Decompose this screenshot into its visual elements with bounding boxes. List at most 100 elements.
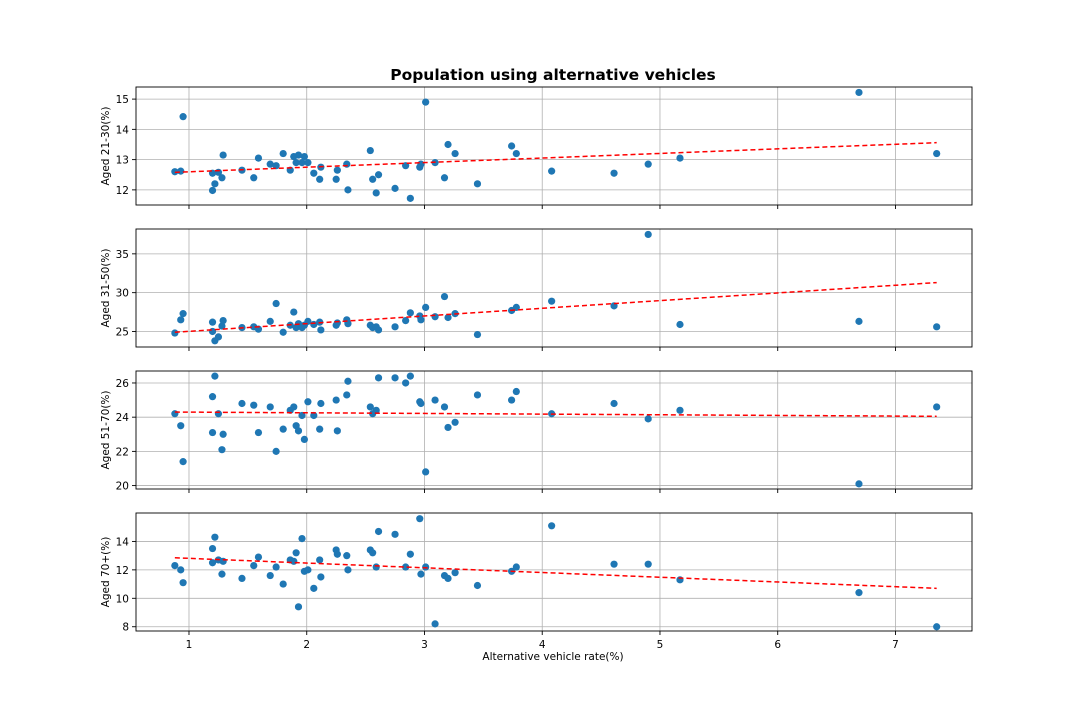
data-point — [444, 313, 452, 322]
data-point — [316, 425, 324, 433]
data-point — [416, 515, 424, 523]
data-point — [548, 297, 556, 305]
data-point — [171, 329, 179, 337]
data-point — [548, 522, 556, 530]
data-point — [417, 160, 425, 168]
data-points — [171, 88, 941, 202]
data-point — [208, 544, 217, 553]
data-point — [238, 399, 246, 408]
subplot-1: 12 13 14 15 Aged 21-30(%) — [100, 86, 973, 209]
x-tick-label: 2 — [303, 639, 310, 651]
data-point — [171, 410, 179, 418]
data-point — [333, 427, 341, 435]
chart-title: Population using alternative vehicles — [390, 66, 716, 84]
data-point — [344, 377, 352, 385]
data-point — [372, 406, 380, 414]
data-point — [473, 330, 482, 339]
data-point — [431, 620, 439, 628]
data-point — [855, 317, 863, 325]
data-point — [310, 169, 318, 177]
y-tick-label: 15 — [116, 94, 129, 106]
y-tick-label: 35 — [116, 249, 129, 261]
data-point — [332, 396, 340, 404]
subplot-2: 25 30 35 Aged 31-50(%) — [100, 228, 973, 351]
data-point — [218, 570, 226, 578]
data-point — [208, 318, 217, 326]
y-axis-label: Aged 31-50(%) — [100, 249, 112, 328]
y-tick-label: 12 — [116, 185, 129, 197]
data-point — [310, 411, 318, 420]
data-point — [610, 560, 618, 568]
data-point — [402, 317, 410, 325]
data-point — [171, 562, 179, 570]
data-point — [391, 530, 399, 538]
data-points — [171, 230, 941, 345]
y-tick-label: 24 — [116, 412, 130, 424]
data-point — [343, 391, 351, 399]
data-point — [310, 584, 318, 592]
data-point — [644, 560, 652, 568]
data-point — [238, 574, 246, 582]
data-point — [344, 186, 352, 194]
data-point — [444, 423, 452, 432]
data-point — [294, 151, 303, 159]
data-point — [211, 372, 219, 380]
data-point — [402, 563, 410, 571]
data-point — [644, 415, 652, 423]
data-point — [266, 160, 274, 168]
data-point — [933, 403, 941, 411]
data-point — [676, 154, 684, 162]
subplot-3: 20 22 24 26 Aged 51-70(%) — [100, 370, 973, 493]
y-axis-label: Aged 21-30(%) — [100, 107, 112, 186]
data-point — [290, 403, 298, 411]
y-tick-label: 13 — [116, 155, 129, 167]
data-point — [512, 387, 520, 396]
x-tick-label: 1 — [186, 639, 193, 651]
data-point — [218, 446, 226, 454]
data-point — [366, 146, 374, 155]
data-point — [219, 557, 227, 565]
y-axis-label: Aged 51-70(%) — [100, 391, 112, 470]
data-point — [332, 175, 340, 183]
data-point — [179, 579, 187, 587]
data-point — [417, 399, 425, 408]
data-point — [344, 566, 352, 574]
data-point — [548, 167, 556, 175]
data-point — [422, 98, 430, 106]
data-point — [266, 571, 274, 580]
y-tick-label: 26 — [116, 378, 130, 390]
data-point — [369, 549, 377, 557]
data-point — [933, 149, 941, 158]
data-point — [272, 162, 280, 170]
data-point — [402, 379, 410, 387]
data-point — [254, 154, 263, 162]
data-point — [179, 458, 187, 466]
data-point — [508, 396, 516, 404]
data-point — [473, 581, 482, 590]
data-point — [218, 174, 226, 182]
data-point — [179, 113, 187, 121]
data-point — [254, 553, 263, 561]
data-point — [292, 549, 300, 557]
data-point — [208, 428, 217, 437]
data-point — [317, 326, 325, 334]
y-tick-label: 25 — [116, 326, 129, 338]
x-axis-label: Alternative vehicle rate(%) — [482, 651, 623, 663]
plot-frame — [135, 228, 973, 348]
data-point — [304, 398, 312, 406]
y-tick-label: 14 — [116, 124, 130, 136]
data-point — [272, 447, 280, 455]
data-point — [422, 563, 430, 571]
data-point — [279, 580, 287, 588]
data-point — [644, 230, 652, 239]
data-point — [208, 186, 217, 195]
data-point — [431, 396, 439, 404]
data-point — [440, 174, 449, 182]
data-point — [391, 184, 399, 192]
y-tick-label: 12 — [116, 565, 129, 577]
data-point — [304, 159, 312, 167]
data-point — [279, 149, 287, 158]
x-tick-label: 6 — [774, 639, 781, 651]
